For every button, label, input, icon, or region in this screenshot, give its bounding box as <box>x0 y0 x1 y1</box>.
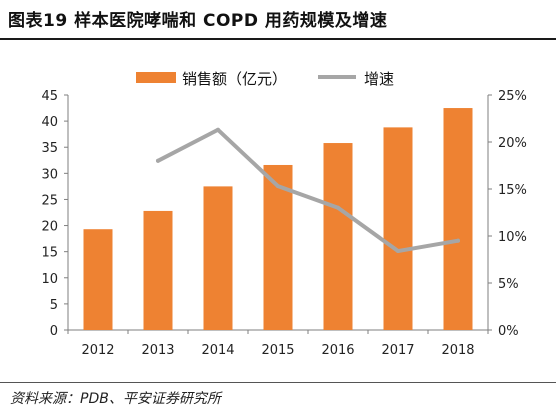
y-left-tick-label: 10 <box>41 272 58 287</box>
growth-point-2014 <box>216 127 220 132</box>
x-tick-label: 2012 <box>81 343 114 358</box>
bar-2015 <box>263 164 293 330</box>
growth-rate-line <box>156 127 460 254</box>
y-right-tick-label: 25% <box>498 89 527 104</box>
growth-point-2016 <box>336 205 340 210</box>
bar-2014 <box>203 186 233 330</box>
footer-divider <box>0 382 556 383</box>
x-tick-label: 2014 <box>201 343 234 358</box>
y-right-tick-label: 10% <box>498 230 527 245</box>
legend-line-swatch <box>318 75 356 79</box>
x-tick-label: 2016 <box>321 343 354 358</box>
chart-title: 图表19 样本医院哮喘和 COPD 用药规模及增速 <box>8 11 388 31</box>
x-tick-label: 2018 <box>441 343 474 358</box>
x-tick-label: 2013 <box>141 343 174 358</box>
y-left-tick-label: 30 <box>41 167 58 182</box>
x-tick-label: 2015 <box>261 343 294 358</box>
y-right-tick-label: 0% <box>498 324 519 339</box>
growth-point-2013 <box>156 158 160 163</box>
growth-point-2017 <box>396 249 400 254</box>
y-right-tick-label: 15% <box>498 183 527 198</box>
y-left-tick-label: 20 <box>41 220 58 235</box>
legend-bar-swatch <box>136 72 176 83</box>
legend-line-label: 增速 <box>364 70 395 88</box>
x-tick-label: 2017 <box>381 343 414 358</box>
y-left-tick-label: 5 <box>50 298 58 313</box>
y-right-tick-label: 20% <box>498 136 527 151</box>
legend-bar-label: 销售额（亿元） <box>182 70 288 88</box>
chart-header: 图表19 样本医院哮喘和 COPD 用药规模及增速 <box>0 0 556 40</box>
bar-2013 <box>143 210 173 330</box>
y-left-tick-label: 15 <box>41 246 58 261</box>
y-left-tick-label: 35 <box>41 141 58 156</box>
bar-2018 <box>443 108 473 330</box>
y-left-tick-label: 0 <box>50 324 58 339</box>
y-right-tick-label: 5% <box>498 277 519 292</box>
y-left-tick-label: 45 <box>41 89 58 104</box>
growth-point-2018 <box>456 238 460 243</box>
bar-2017 <box>383 127 413 330</box>
y-left-tick-label: 40 <box>41 115 58 130</box>
source-note: 资料来源：PDB、平安证券研究所 <box>10 391 221 407</box>
bar-2012 <box>83 229 113 330</box>
y-left-tick-label: 25 <box>41 193 58 208</box>
bar-2016 <box>323 143 353 330</box>
title-divider <box>0 38 556 40</box>
growth-point-2015 <box>276 184 280 189</box>
